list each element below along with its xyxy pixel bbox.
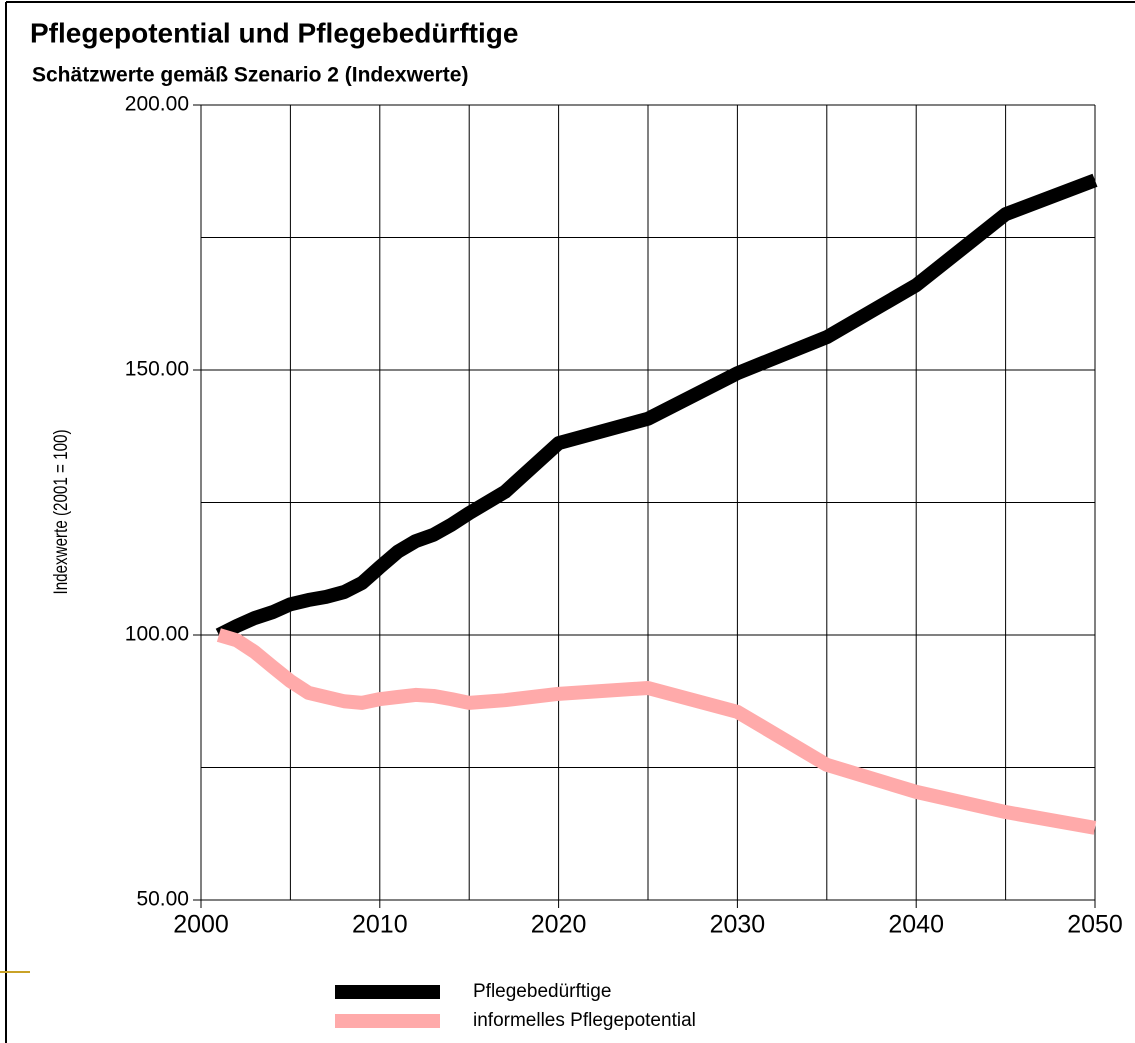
x-tick-label: 2050	[1067, 911, 1123, 939]
y-tick-label: 150.00	[125, 358, 189, 381]
x-tick-label: 2000	[173, 911, 229, 939]
line-series	[215, 173, 1098, 642]
chart-title: Pflegepotential und Pflegebedürftige	[30, 17, 518, 48]
legend-label: informelles Pflegepotential	[473, 1010, 696, 1031]
y-axis-label: Indexwerte (2001 = 100)	[49, 429, 71, 594]
y-tick-label: 100.00	[125, 623, 189, 646]
x-tick-label: 2020	[531, 911, 587, 939]
legend-label: Pflegebedürftige	[473, 981, 611, 1002]
chart-subtitle: Schätzwerte gemäß Szenario 2 (Indexwerte…	[32, 64, 468, 87]
line-series	[216, 628, 1097, 835]
y-tick-label: 200.00	[125, 93, 189, 116]
y-tick-label: 50.00	[136, 888, 189, 911]
x-tick-label: 2030	[710, 911, 766, 939]
x-tick-label: 2040	[888, 911, 944, 939]
x-tick-label: 2010	[352, 911, 408, 939]
